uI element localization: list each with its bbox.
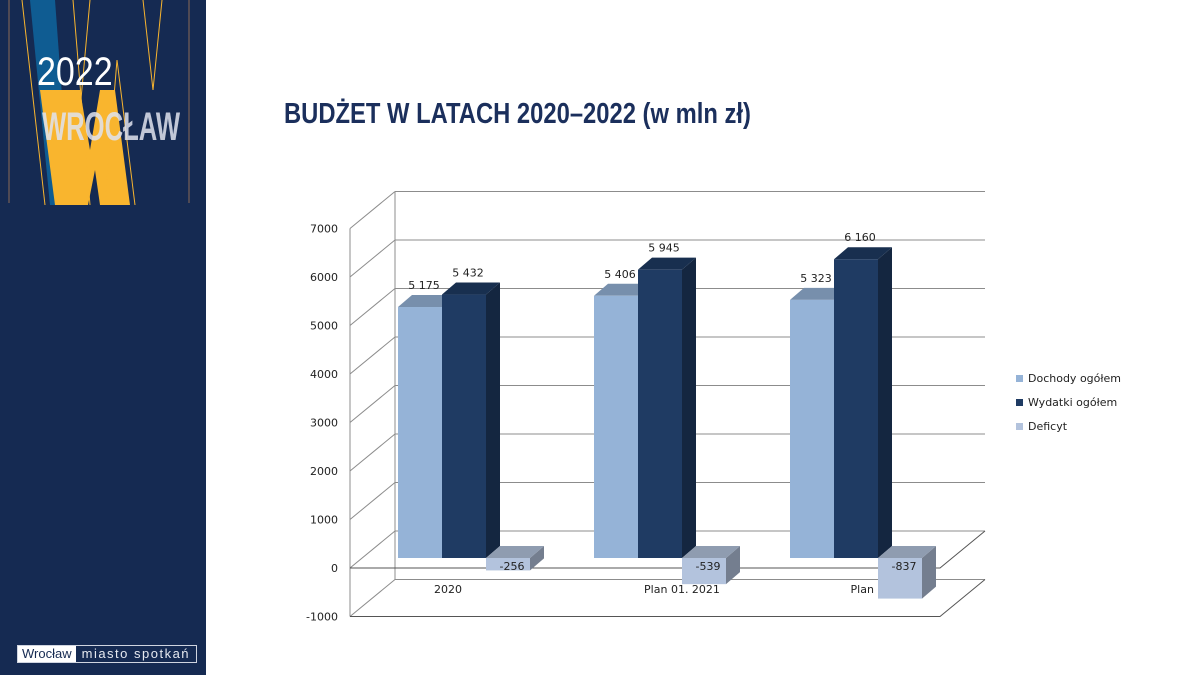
gridline-side <box>349 385 396 423</box>
legend-swatch <box>1016 375 1023 382</box>
y-tick-label: 5000 <box>310 320 338 333</box>
gridline-side <box>349 239 396 278</box>
slide-title: BUDŻET W LATACH 2020–2022 (w mln zł) <box>284 98 751 130</box>
badge-slogan: miasto spotkań <box>81 646 191 661</box>
legend-swatch <box>1016 399 1023 406</box>
gridline-side <box>349 482 396 520</box>
wroclaw-2022-logo: 2022 WROCŁAW <box>8 0 190 206</box>
bar-top <box>398 295 456 308</box>
bar-wydatki <box>442 294 486 558</box>
bar-side <box>878 247 892 559</box>
y-tick-label: 6000 <box>310 271 338 284</box>
bar-side <box>726 546 740 585</box>
badge-city: Wrocław <box>18 646 76 662</box>
bar-deficyt <box>878 558 922 599</box>
bar-top <box>442 282 500 295</box>
legend-label: Dochody ogółem <box>1028 372 1121 385</box>
legend-swatch <box>1016 423 1023 430</box>
y-tick-label: 3000 <box>310 417 338 430</box>
x-tick-label: Plan 01. 2021 <box>644 583 720 596</box>
svg-text:WROCŁAW: WROCŁAW <box>42 105 180 149</box>
data-label: 5 945 <box>648 242 680 255</box>
bar-top <box>834 247 892 260</box>
y-tick-label: 1000 <box>310 514 338 527</box>
bar-dochody <box>398 307 442 558</box>
data-label: 5 175 <box>408 279 440 292</box>
wroclaw-slogan-badge: Wrocław miasto spotkań <box>17 645 198 663</box>
bar-side <box>530 546 544 571</box>
bar-dochody <box>594 295 638 558</box>
gridline-side <box>349 433 396 472</box>
bar-top <box>638 257 696 270</box>
svg-text:2022: 2022 <box>37 48 113 93</box>
gridline-side <box>349 336 396 375</box>
data-label: 5 406 <box>604 268 636 281</box>
data-label: 5 323 <box>800 272 832 285</box>
y-tick-label: 4000 <box>310 368 338 381</box>
y-tick-label: 7000 <box>310 223 338 236</box>
data-label: -837 <box>892 560 917 573</box>
gridline-side <box>349 288 396 326</box>
bar-top <box>682 546 740 558</box>
bar-dochody <box>790 299 834 558</box>
y-tick-label: -1000 <box>306 611 338 624</box>
gridline-side <box>349 191 396 229</box>
bar-top <box>594 283 652 296</box>
data-label: -539 <box>696 560 721 573</box>
bar-top <box>790 287 848 300</box>
floor-line <box>350 530 986 569</box>
data-label: 5 432 <box>452 267 484 280</box>
x-tick-label: 2020 <box>434 583 462 596</box>
bar-wydatki <box>834 259 878 558</box>
gridline-side <box>349 530 396 569</box>
data-label: 6 160 <box>844 231 876 244</box>
gridline-side <box>349 579 396 617</box>
legend-label: Deficyt <box>1028 420 1068 433</box>
bar-deficyt <box>486 558 530 571</box>
y-tick-label: 2000 <box>310 465 338 478</box>
legend-label: Wydatki ogółem <box>1028 396 1117 409</box>
bottom-line <box>350 579 986 617</box>
sidebar: 2022 WROCŁAW Wrocław miasto spotkań <box>0 0 206 675</box>
bar-deficyt <box>682 558 726 585</box>
data-label: -256 <box>500 560 525 573</box>
y-tick-label: 0 <box>331 562 338 575</box>
bar-side <box>486 282 500 558</box>
bar-side <box>682 257 696 558</box>
bar-wydatki <box>638 269 682 558</box>
bar-side <box>922 546 936 599</box>
bar-top <box>878 546 936 558</box>
bar-top <box>486 546 544 558</box>
